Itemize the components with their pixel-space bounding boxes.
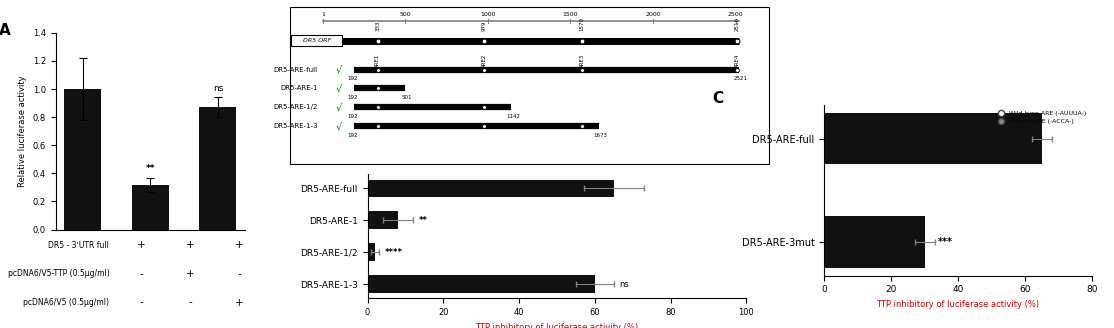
Text: +: + bbox=[186, 269, 195, 279]
Text: 2510: 2510 bbox=[735, 17, 740, 31]
Text: DR5-ARE-1: DR5-ARE-1 bbox=[280, 85, 317, 92]
Text: pcDNA6/V5-TTP (0.5μg/ml): pcDNA6/V5-TTP (0.5μg/ml) bbox=[8, 270, 109, 278]
Text: 500: 500 bbox=[400, 12, 411, 17]
Text: ARE2: ARE2 bbox=[482, 54, 487, 68]
Text: **: ** bbox=[419, 216, 428, 225]
Text: DR5 ORF: DR5 ORF bbox=[303, 38, 331, 43]
Text: 2521: 2521 bbox=[734, 76, 747, 81]
Bar bbox=[65, 89, 101, 230]
Bar bbox=[290, 7, 769, 164]
Text: **: ** bbox=[146, 164, 155, 174]
Text: 192: 192 bbox=[348, 133, 358, 137]
Text: DR5-ARE-1/2: DR5-ARE-1/2 bbox=[273, 104, 317, 110]
Text: 979: 979 bbox=[482, 20, 487, 31]
Text: 1: 1 bbox=[321, 12, 325, 17]
Text: ARE4: ARE4 bbox=[735, 54, 740, 68]
Text: 192: 192 bbox=[348, 113, 358, 119]
Text: ARE3: ARE3 bbox=[579, 54, 585, 68]
Text: -: - bbox=[188, 297, 193, 308]
Bar bbox=[368, 275, 595, 293]
Text: 1142: 1142 bbox=[506, 113, 520, 119]
Text: 2000: 2000 bbox=[645, 12, 661, 17]
Text: √: √ bbox=[336, 121, 342, 131]
Text: ns: ns bbox=[619, 279, 629, 289]
Bar bbox=[368, 243, 375, 261]
Text: +: + bbox=[186, 240, 195, 251]
Bar bbox=[368, 179, 614, 197]
Text: DR5 - 3ʼUTR full: DR5 - 3ʼUTR full bbox=[49, 241, 109, 250]
Bar bbox=[824, 216, 925, 268]
X-axis label: TTP inhibitory of luciferase activity (%): TTP inhibitory of luciferase activity (%… bbox=[877, 300, 1039, 309]
Text: 333: 333 bbox=[375, 20, 380, 31]
Text: +: + bbox=[235, 297, 244, 308]
Text: B: B bbox=[271, 0, 282, 3]
Text: C: C bbox=[712, 91, 723, 106]
Text: 1570: 1570 bbox=[579, 17, 585, 31]
Text: pcDNA6/V5 (0.5μg/ml): pcDNA6/V5 (0.5μg/ml) bbox=[23, 298, 109, 307]
Text: 1673: 1673 bbox=[594, 133, 607, 137]
X-axis label: TTP inhibitory of luciferase activity (%): TTP inhibitory of luciferase activity (%… bbox=[476, 323, 638, 328]
Text: ***: *** bbox=[938, 237, 952, 247]
Text: +: + bbox=[235, 240, 244, 251]
Text: 2500: 2500 bbox=[727, 12, 743, 17]
Legend: Wild-type ARE (-AUUUA-), Mutant ARE (-ACCA-): Wild-type ARE (-AUUUA-), Mutant ARE (-AC… bbox=[991, 108, 1088, 126]
Bar bbox=[368, 212, 398, 229]
Text: -: - bbox=[237, 269, 242, 279]
Text: √: √ bbox=[336, 65, 342, 74]
Text: √: √ bbox=[336, 83, 342, 93]
Text: +: + bbox=[137, 240, 146, 251]
Text: 1000: 1000 bbox=[480, 12, 496, 17]
Bar bbox=[131, 185, 169, 230]
Bar bbox=[291, 35, 342, 47]
Text: DR5-ARE-1-3: DR5-ARE-1-3 bbox=[273, 123, 317, 129]
Bar bbox=[824, 113, 1042, 164]
Text: 1500: 1500 bbox=[563, 12, 578, 17]
Text: -: - bbox=[139, 269, 144, 279]
Text: 192: 192 bbox=[348, 76, 358, 81]
Text: A: A bbox=[0, 23, 11, 38]
Text: 192: 192 bbox=[348, 95, 358, 100]
Text: ****: **** bbox=[384, 248, 402, 256]
Text: 501: 501 bbox=[402, 95, 412, 100]
Text: √: √ bbox=[336, 102, 342, 112]
Y-axis label: Relative luciferase activity: Relative luciferase activity bbox=[18, 75, 27, 187]
Text: DR5-ARE-full: DR5-ARE-full bbox=[274, 67, 317, 72]
Text: -: - bbox=[139, 297, 144, 308]
Bar bbox=[199, 107, 236, 230]
Text: ARE1: ARE1 bbox=[375, 54, 380, 68]
Text: ns: ns bbox=[213, 84, 223, 93]
